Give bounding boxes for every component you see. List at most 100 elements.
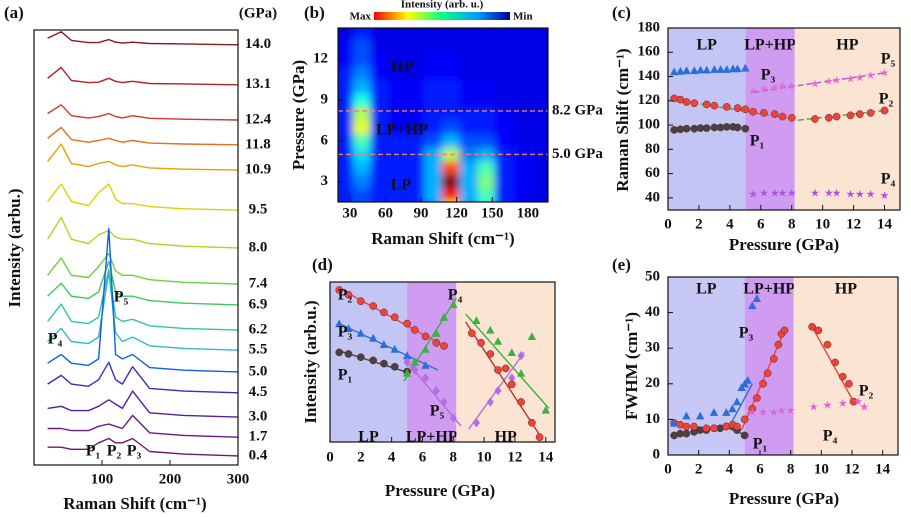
point bbox=[702, 424, 711, 433]
heatmap-cell bbox=[513, 66, 531, 80]
heatmap-cell bbox=[352, 161, 371, 175]
heatmap-cell bbox=[495, 134, 513, 148]
x-axis-label: Pressure (GPa) bbox=[385, 481, 495, 500]
heatmap-cell bbox=[388, 188, 407, 202]
pressure-label: 6.2 bbox=[249, 322, 268, 338]
x-tick-label: 12 bbox=[507, 449, 522, 465]
annotation: P₁ bbox=[86, 443, 101, 460]
heatmap-cell bbox=[513, 28, 531, 39]
x-tick-label: 30 bbox=[342, 205, 357, 221]
heatmap-cell bbox=[370, 28, 389, 39]
point bbox=[493, 337, 503, 345]
point bbox=[676, 66, 685, 75]
point bbox=[335, 286, 344, 294]
point bbox=[831, 358, 839, 367]
heatmap-cell bbox=[495, 28, 513, 39]
point bbox=[494, 386, 502, 396]
heatmap-cell bbox=[406, 161, 425, 175]
heatmap-cell bbox=[513, 188, 531, 202]
x-tick-label: 200 bbox=[159, 471, 182, 487]
point bbox=[344, 350, 353, 358]
point bbox=[741, 105, 750, 114]
spectrum bbox=[47, 104, 239, 121]
y-tick-label: 120 bbox=[638, 92, 661, 108]
y-tick-label: 40 bbox=[645, 189, 660, 205]
point bbox=[733, 123, 742, 132]
point bbox=[787, 81, 796, 90]
point bbox=[517, 351, 525, 361]
pressure-line-label: 8.2 GPa bbox=[552, 102, 603, 118]
annotation: P₄ bbox=[448, 287, 463, 304]
annotation: P₂ bbox=[338, 287, 353, 304]
point bbox=[748, 86, 758, 95]
heatmap-cell bbox=[370, 161, 389, 175]
heatmap-cell bbox=[424, 106, 442, 121]
heatmap-cell bbox=[338, 174, 353, 189]
point bbox=[810, 79, 820, 88]
point bbox=[421, 332, 430, 341]
x-tick-label: 4 bbox=[726, 216, 734, 232]
x-tick-label: 100 bbox=[91, 471, 114, 487]
fit-line bbox=[338, 322, 439, 371]
point bbox=[748, 407, 757, 416]
colorbar-title: Intensity (arb. u.) bbox=[401, 0, 484, 11]
heatmap-cell bbox=[477, 28, 496, 39]
point bbox=[866, 109, 875, 117]
point bbox=[741, 124, 750, 133]
heatmap-cell bbox=[338, 106, 353, 121]
heatmap-cell bbox=[406, 134, 425, 148]
region bbox=[330, 282, 408, 442]
heatmap-cell bbox=[352, 174, 371, 189]
heatmap-cell bbox=[338, 188, 353, 202]
colorbar-min: Min bbox=[513, 11, 533, 23]
heatmap-cell bbox=[459, 38, 478, 53]
point bbox=[846, 189, 855, 198]
point bbox=[823, 400, 832, 409]
point bbox=[402, 369, 412, 377]
heatmap-cell bbox=[477, 106, 496, 121]
point bbox=[356, 353, 365, 362]
annotation: P₂ bbox=[107, 443, 122, 460]
point bbox=[770, 188, 779, 197]
y-tick-label: 60 bbox=[645, 165, 660, 181]
point bbox=[866, 189, 875, 198]
heatmap-cell bbox=[424, 120, 442, 135]
y-tick-label: 100 bbox=[638, 117, 661, 133]
annotation: P₅ bbox=[430, 403, 445, 420]
pressure-label: 1.7 bbox=[249, 429, 268, 445]
heatmap-cell bbox=[406, 52, 425, 67]
point bbox=[832, 112, 841, 121]
y-tick-label: 40 bbox=[645, 304, 660, 320]
region bbox=[745, 28, 795, 210]
heatmap-cell bbox=[495, 161, 513, 175]
point bbox=[369, 356, 378, 365]
point bbox=[380, 308, 388, 317]
heatmap-cell bbox=[338, 161, 353, 175]
annotation: P₁ bbox=[753, 436, 768, 453]
heatmap-cell bbox=[513, 52, 531, 67]
x-tick-label: 60 bbox=[378, 205, 393, 221]
point bbox=[728, 404, 737, 413]
point bbox=[696, 65, 705, 74]
point bbox=[472, 316, 481, 324]
spectrum bbox=[47, 361, 239, 394]
region-label: HP bbox=[495, 429, 517, 446]
point bbox=[535, 433, 544, 442]
plot-frame bbox=[33, 29, 239, 466]
point bbox=[494, 366, 502, 374]
x-tick-label: 300 bbox=[227, 471, 250, 487]
x-tick-label: 8 bbox=[450, 449, 458, 465]
annotation: P₂ bbox=[879, 91, 894, 108]
y-axis-label: Intensity (arbu.) bbox=[5, 188, 24, 307]
point bbox=[390, 362, 399, 371]
heatmap-cell bbox=[388, 79, 407, 94]
point bbox=[432, 386, 440, 396]
heatmap-cell bbox=[406, 147, 425, 162]
point bbox=[449, 300, 458, 308]
point bbox=[356, 329, 365, 337]
heatmap-cell bbox=[477, 120, 496, 135]
heatmap-cell bbox=[513, 120, 531, 135]
annotation: P₁ bbox=[750, 133, 765, 150]
point bbox=[379, 340, 389, 348]
heatmap-cell bbox=[459, 79, 478, 94]
